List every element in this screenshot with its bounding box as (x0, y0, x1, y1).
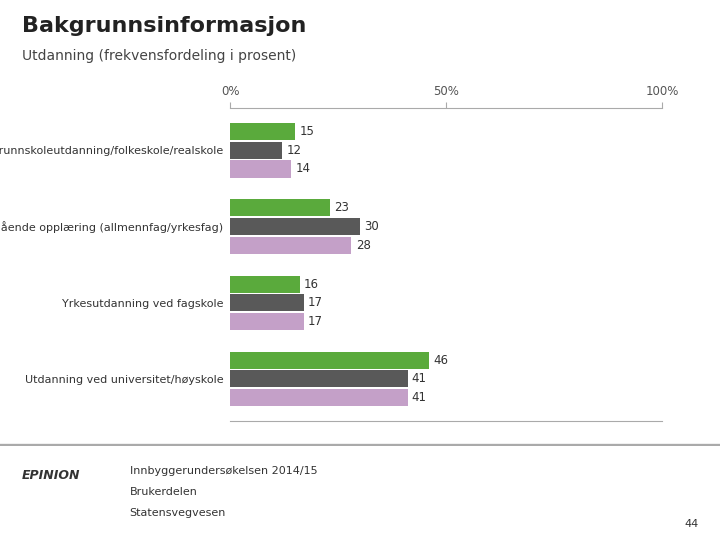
Text: 28: 28 (356, 239, 371, 252)
Text: 46: 46 (433, 354, 449, 367)
Text: EPINION: EPINION (22, 469, 80, 482)
Text: 44: 44 (684, 518, 698, 529)
Text: Innbyggerundersøkelsen 2014/15: Innbyggerundersøkelsen 2014/15 (130, 466, 318, 476)
Text: 17: 17 (308, 296, 323, 309)
Bar (230, 313, 304, 330)
Bar (230, 294, 304, 311)
Bar (230, 370, 408, 387)
Text: 2013: 2013 (374, 453, 404, 466)
FancyBboxPatch shape (274, 453, 287, 465)
Text: 14: 14 (295, 163, 310, 176)
Text: 17: 17 (308, 315, 323, 328)
Bar (230, 389, 408, 406)
Bar (230, 160, 291, 178)
Text: 16: 16 (304, 278, 319, 291)
Bar (230, 352, 429, 369)
Bar (230, 237, 351, 254)
Text: Brukerdelen: Brukerdelen (130, 487, 197, 497)
Text: 30: 30 (364, 220, 379, 233)
Text: 41: 41 (412, 373, 427, 386)
FancyBboxPatch shape (446, 453, 459, 465)
Text: Figuren viser svarfordelingen i prosent.: Figuren viser svarfordelingen i prosent. (14, 496, 233, 506)
Bar (230, 218, 360, 235)
Text: Bakgrunnsinformasjon: Bakgrunnsinformasjon (22, 16, 306, 36)
Text: 41: 41 (412, 391, 427, 404)
Text: 2015: 2015 (288, 453, 318, 466)
Text: 12: 12 (287, 144, 302, 157)
Bar (230, 199, 330, 217)
Bar (230, 142, 282, 159)
Bar (230, 123, 295, 140)
Bar (230, 275, 300, 293)
Text: Statensvegvesen: Statensvegvesen (130, 508, 226, 518)
Text: 2010: 2010 (461, 453, 490, 466)
Text: Utdanning (frekvensfordeling i prosent): Utdanning (frekvensfordeling i prosent) (22, 49, 296, 63)
Text: 23: 23 (334, 201, 349, 214)
Text: 15: 15 (300, 125, 315, 138)
FancyBboxPatch shape (360, 453, 373, 465)
